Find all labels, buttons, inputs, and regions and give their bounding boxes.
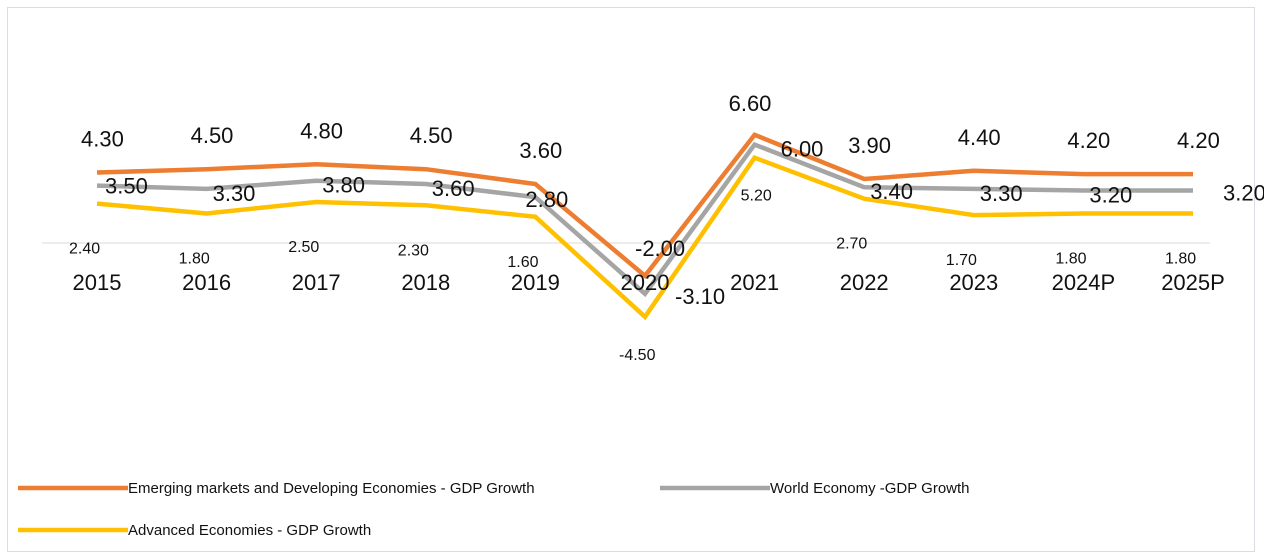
x-tick-label-2019: 2019 [511, 270, 560, 295]
x-tick-label-2020: 2020 [621, 270, 670, 295]
data-label-emerging-2019: 3.60 [519, 138, 562, 163]
legend: Emerging markets and Developing Economie… [18, 480, 970, 539]
data-label-advanced-2022: 2.70 [836, 236, 867, 253]
data-label-world-2024p: 3.20 [1089, 183, 1132, 208]
x-tick-labels: 2015 2016 2017 2018 2019 2020 2021 2022 2023 2024… [73, 270, 1225, 295]
data-label-world-2015: 3.50 [105, 174, 148, 199]
data-label-advanced-2016: 1.80 [179, 251, 210, 268]
data-label-emerging-2016: 4.50 [191, 123, 234, 148]
data-label-advanced-2023: 1.70 [946, 252, 977, 269]
data-label-advanced-2018: 2.30 [398, 242, 429, 259]
data-label-emerging-2022: 3.90 [848, 133, 891, 158]
data-label-emerging-2020: -2.00 [635, 236, 685, 261]
x-tick-label-2015: 2015 [73, 270, 122, 295]
series-line-world-economy-gdp-growth [96, 141, 1193, 298]
data-label-world-2017: 3.80 [322, 173, 365, 198]
x-tick-label-2023: 2023 [949, 270, 998, 295]
data-label-advanced-2024p: 1.80 [1055, 251, 1086, 268]
data-label-world-2023: 3.30 [980, 181, 1023, 206]
legend-label-world-economy-gdp-growth: World Economy -GDP Growth [770, 480, 970, 497]
data-label-advanced-2017: 2.50 [288, 239, 319, 256]
data-label-world-2019: 2.80 [525, 187, 568, 212]
data-label-emerging-2024p: 4.20 [1067, 128, 1110, 153]
x-tick-label-2024p: 2024P [1052, 270, 1116, 295]
x-tick-label-2017: 2017 [292, 270, 341, 295]
data-label-emerging-2023: 4.40 [958, 125, 1001, 150]
data-label-advanced-2020: -4.50 [619, 347, 656, 364]
series-line-advanced-economies-gdp-growth [96, 154, 1193, 321]
data-label-world-2020: -3.10 [675, 284, 725, 309]
data-label-emerging-2021: 6.60 [729, 91, 772, 116]
data-label-advanced-2025p: 1.80 [1165, 251, 1196, 268]
data-label-world-2018: 3.60 [432, 176, 475, 201]
data-labels: 4.30 4.50 4.80 4.50 3.60 -2.00 6.60 3.90 4.40 4.2… [69, 91, 1264, 364]
x-tick-label-2016: 2016 [182, 270, 231, 295]
data-label-advanced-2021: 5.20 [741, 188, 772, 205]
series-lines [96, 132, 1193, 321]
x-tick-label-2018: 2018 [401, 270, 450, 295]
legend-label-emerging-markets-and-developing-economies-gdp-growth: Emerging markets and Developing Economie… [128, 480, 535, 497]
data-label-emerging-2025p: 4.20 [1177, 128, 1220, 153]
data-label-world-2022: 3.40 [870, 179, 913, 204]
data-label-emerging-2015: 4.30 [81, 127, 124, 152]
x-tick-label-2022: 2022 [840, 270, 889, 295]
data-label-emerging-2017: 4.80 [300, 118, 343, 143]
legend-label-advanced-economies-gdp-growth: Advanced Economies - GDP Growth [128, 522, 371, 539]
data-label-advanced-2019: 1.60 [507, 254, 538, 271]
data-label-emerging-2018: 4.50 [410, 123, 453, 148]
data-label-world-2025p: 3.20 [1223, 181, 1264, 206]
data-label-world-2016: 3.30 [213, 181, 256, 206]
x-tick-label-2021: 2021 [730, 270, 779, 295]
x-tick-label-2025p: 2025P [1161, 270, 1225, 295]
series-line-emerging-markets-and-developing-economies-gdp-growth [96, 132, 1193, 280]
data-label-world-2021: 6.00 [781, 137, 824, 162]
data-label-advanced-2015: 2.40 [69, 241, 100, 258]
